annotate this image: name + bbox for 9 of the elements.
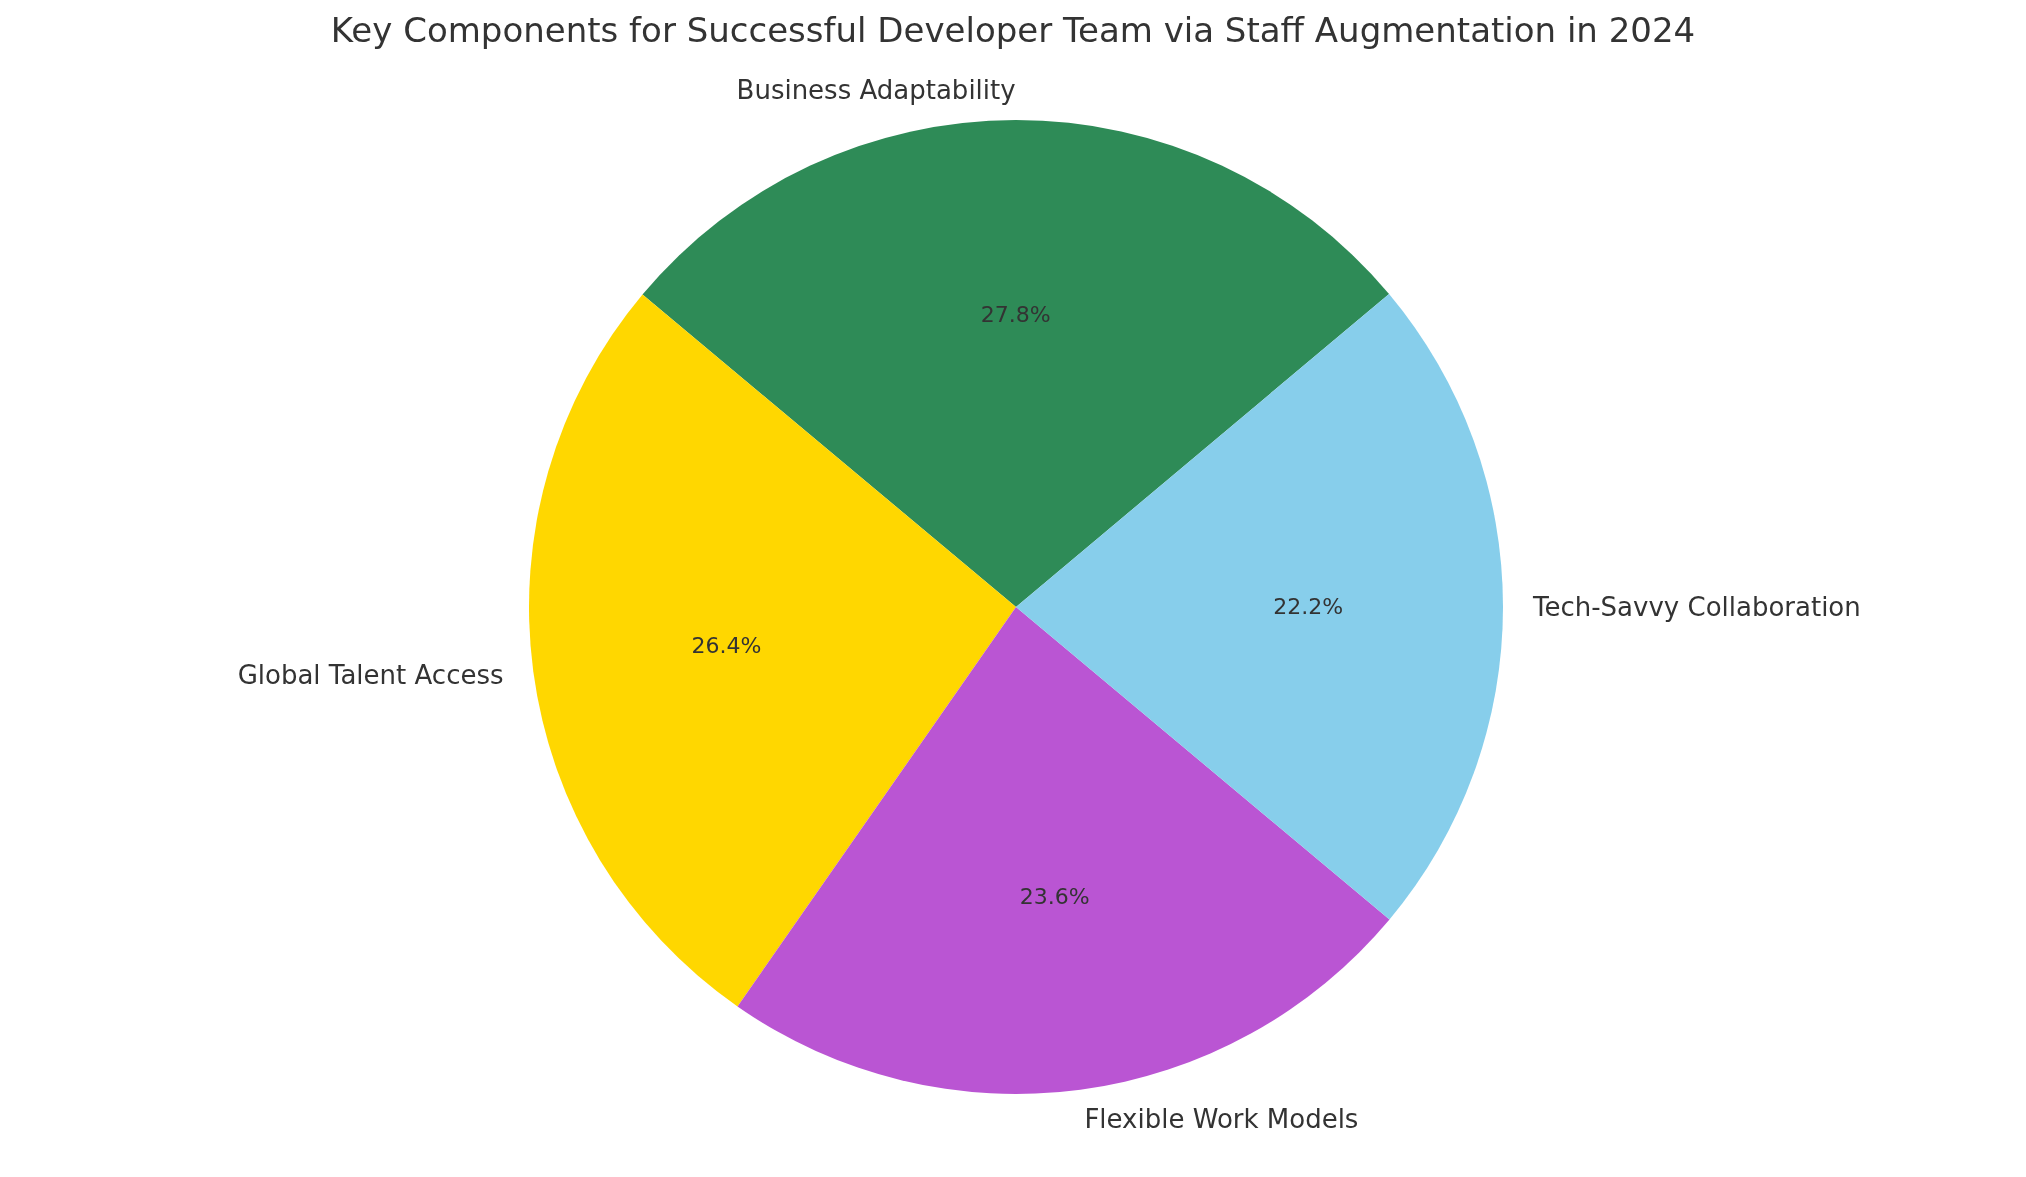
slice-label: Global Talent Access xyxy=(237,660,504,691)
data-label: 23.6% xyxy=(1019,884,1090,910)
data-label: 27.8% xyxy=(980,302,1051,328)
data-label: 22.2% xyxy=(1273,594,1344,620)
slice-label: Flexible Work Models xyxy=(1084,1104,1359,1135)
slice-label: Tech-Savvy Collaboration xyxy=(1532,591,1861,622)
slice-label: Business Adaptability xyxy=(736,75,1016,105)
chart-title: Key Components for Successful Developer Team via Staff Augmentation in 2024 xyxy=(330,10,1696,50)
data-label: 26.4% xyxy=(691,633,762,659)
